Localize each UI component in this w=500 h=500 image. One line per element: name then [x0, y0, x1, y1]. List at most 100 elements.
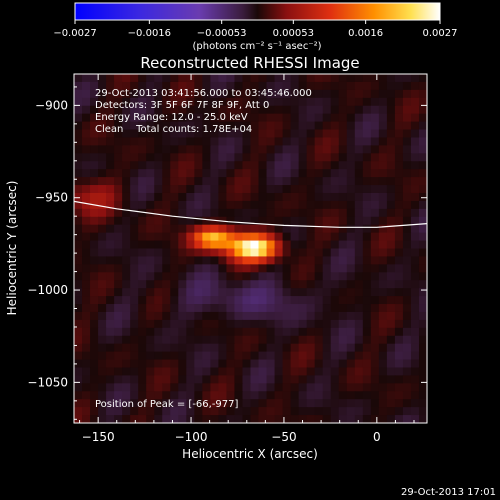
- heatmap-cell: [258, 232, 268, 242]
- heatmap-cell: [162, 288, 171, 297]
- heatmap-cell: [322, 232, 332, 242]
- heatmap-cell: [218, 304, 228, 313]
- heatmap-cell: [250, 232, 260, 242]
- heatmap-cell: [98, 129, 107, 139]
- heatmap-cell: [186, 97, 195, 107]
- heatmap-cell: [122, 121, 131, 131]
- heatmap-cell: [114, 272, 123, 281]
- heatmap-cell: [322, 415, 332, 423]
- heatmap-cell: [82, 177, 91, 186]
- heatmap-cell: [82, 129, 91, 139]
- heatmap-cell: [130, 288, 139, 297]
- heatmap-cell: [114, 232, 123, 242]
- heatmap-cell: [146, 343, 155, 353]
- heatmap-cell: [410, 74, 420, 83]
- heatmap-cell: [130, 121, 139, 131]
- heatmap-cell: [394, 407, 404, 416]
- heatmap-cell: [194, 185, 203, 194]
- heatmap-cell: [410, 391, 420, 400]
- heatmap-cell: [306, 208, 316, 218]
- heatmap-cell: [194, 383, 203, 392]
- heatmap-cell: [178, 97, 187, 107]
- heatmap-cell: [138, 192, 147, 202]
- heatmap-cell: [274, 200, 284, 210]
- heatmap-cell: [138, 264, 147, 273]
- heatmap-cell: [258, 224, 268, 234]
- heatmap-cell: [114, 81, 123, 91]
- heatmap-cell: [194, 415, 203, 423]
- heatmap-cell: [322, 399, 332, 408]
- heatmap-cell: [290, 391, 300, 400]
- heatmap-cell: [298, 280, 308, 289]
- heatmap-cell: [410, 89, 420, 99]
- heatmap-cell: [178, 391, 187, 400]
- heatmap-cell: [202, 224, 211, 234]
- heatmap-cell: [154, 153, 163, 162]
- heatmap-cell: [386, 208, 396, 218]
- heatmap-cell: [362, 105, 372, 115]
- heatmap-cell: [130, 264, 139, 273]
- heatmap-cell: [106, 200, 115, 210]
- heatmap-cell: [266, 74, 276, 83]
- heatmap-cell: [122, 224, 131, 234]
- heatmap-cell: [106, 343, 115, 353]
- heatmap-cell: [130, 74, 139, 83]
- heatmap-cell: [82, 415, 91, 423]
- heatmap-cell: [98, 296, 107, 305]
- heatmap-cell: [186, 113, 195, 123]
- heatmap-cell: [290, 208, 300, 218]
- heatmap-cell: [218, 153, 228, 162]
- heatmap-cell: [330, 296, 340, 305]
- heatmap-cell: [130, 296, 139, 305]
- heatmap-cell: [386, 375, 396, 384]
- heatmap-cell: [210, 97, 220, 107]
- heatmap-cell: [162, 192, 171, 202]
- heatmap-cell: [146, 89, 155, 99]
- heatmap-cell: [266, 153, 276, 162]
- x-tick-label: −150: [82, 430, 115, 444]
- heatmap-cell: [314, 137, 324, 146]
- heatmap-cell: [258, 137, 268, 146]
- heatmap-cell: [130, 359, 139, 369]
- heatmap-cell: [314, 367, 324, 377]
- heatmap-cell: [402, 200, 412, 210]
- heatmap-cell: [418, 311, 427, 321]
- heatmap-cell: [394, 256, 404, 265]
- heatmap-cell: [162, 74, 171, 83]
- heatmap-cell: [314, 407, 324, 416]
- heatmap-cell: [98, 343, 107, 353]
- heatmap-cell: [338, 74, 348, 83]
- heatmap-cell: [330, 185, 340, 194]
- heatmap-cell: [386, 256, 396, 265]
- heatmap-cell: [98, 335, 107, 345]
- heatmap-cell: [378, 161, 388, 170]
- heatmap-cell: [330, 335, 340, 345]
- heatmap-cell: [306, 343, 316, 353]
- heatmap-cell: [170, 288, 179, 297]
- heatmap-cell: [234, 264, 244, 273]
- heatmap-cell: [298, 296, 308, 305]
- heatmap-cell: [370, 74, 380, 83]
- heatmap-cell: [418, 161, 427, 170]
- heatmap-cell: [130, 216, 139, 226]
- heatmap-cell: [218, 208, 228, 218]
- heatmap-cell: [290, 311, 300, 321]
- heatmap-cell: [170, 319, 179, 329]
- heatmap-cell: [322, 81, 332, 91]
- heatmap-cell: [210, 113, 220, 123]
- heatmap-cell: [282, 74, 292, 83]
- heatmap-cell: [130, 129, 139, 139]
- heatmap-cell: [362, 185, 372, 194]
- heatmap-cell: [226, 304, 236, 313]
- heatmap-cell: [146, 335, 155, 345]
- heatmap-cell: [138, 89, 147, 99]
- heatmap-cell: [234, 240, 244, 250]
- heatmap-cell: [218, 113, 228, 123]
- heatmap-cell: [114, 169, 123, 178]
- heatmap-cell: [282, 161, 292, 170]
- heatmap-cell: [186, 145, 195, 154]
- heatmap-cell: [362, 296, 372, 305]
- heatmap-cell: [402, 296, 412, 305]
- heatmap-cell: [346, 192, 356, 202]
- heatmap-cell: [290, 343, 300, 353]
